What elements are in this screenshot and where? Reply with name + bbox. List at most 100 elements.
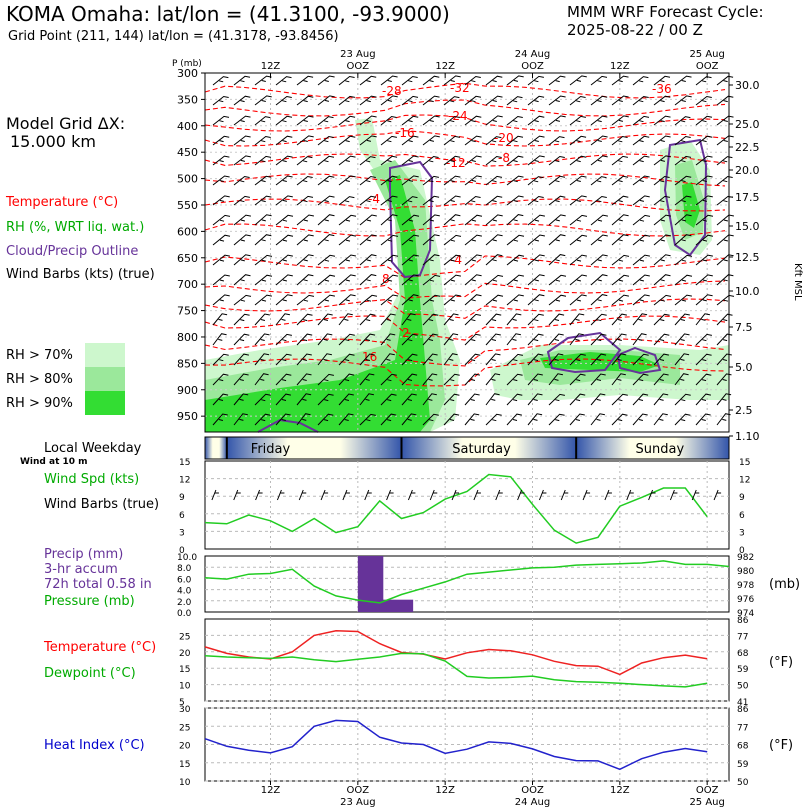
wind-barb <box>653 155 671 166</box>
wind-barb <box>527 214 545 226</box>
surface-wind-barb <box>255 489 263 501</box>
wind-barb <box>674 393 691 406</box>
heat-f-tick: 86 <box>737 705 749 715</box>
wind-barb <box>401 214 420 226</box>
wind-barb <box>632 333 647 346</box>
wind-barb <box>695 195 713 206</box>
surface-wind-barb <box>320 489 329 501</box>
wind-barb <box>590 294 608 306</box>
wind-barb <box>527 115 545 126</box>
wind-right-tick: 0 <box>739 546 745 556</box>
wind-barb <box>296 95 314 106</box>
temp-c-tick: 25 <box>179 632 190 642</box>
wind-barb <box>233 135 251 146</box>
cloud-precip-outline <box>389 160 434 279</box>
precip-tick-label: 2.0 <box>177 598 192 608</box>
wind-barb <box>716 353 732 366</box>
wind-barb <box>275 254 293 266</box>
wind-barb <box>317 413 334 426</box>
wind-barb <box>212 195 230 206</box>
wind-barb <box>569 175 587 186</box>
wind-barb <box>695 175 713 186</box>
bottom-time-label: 12Z <box>261 785 281 796</box>
wind-barb <box>380 95 398 106</box>
wind-barb <box>548 274 567 286</box>
temperature-contour-label: 2 <box>402 326 410 340</box>
wind-barb <box>275 413 291 426</box>
wind-barb <box>632 413 648 426</box>
wind-barb <box>380 294 398 306</box>
wind-barb <box>380 75 398 86</box>
wind-barb <box>506 214 524 226</box>
wind-barb <box>506 195 524 206</box>
heat-c-tick: 30 <box>179 705 191 715</box>
wind-barb <box>212 115 230 126</box>
wind-barb <box>548 195 566 206</box>
wind-barb <box>611 195 629 206</box>
wind-barb <box>443 294 461 306</box>
wind-barb <box>485 274 504 286</box>
legend-rh90-label: RH > 90% <box>6 396 73 411</box>
temperature-contour-label: -20 <box>494 131 514 145</box>
wind-left-tick: 9 <box>179 493 185 503</box>
wind-barb <box>359 373 375 386</box>
wind-barb <box>254 95 272 106</box>
wind-barb <box>611 135 628 146</box>
wind-barb <box>317 195 335 206</box>
wind-barb <box>485 413 502 426</box>
wind-barb <box>527 294 545 306</box>
pressure-tick-label: 300 <box>177 67 198 80</box>
wind-barb <box>380 353 395 366</box>
heat-f-tick: 68 <box>737 742 749 752</box>
wind-barb <box>296 313 313 326</box>
wind-barb <box>548 75 566 86</box>
surface-wind-barb <box>211 489 219 501</box>
wind-barb <box>254 135 271 146</box>
wind-barb <box>422 333 438 346</box>
wind-barb <box>527 393 543 406</box>
wind-barb <box>506 333 521 346</box>
height-tick-label: 10.0 <box>735 285 760 298</box>
wind-barb <box>359 353 375 366</box>
wind-barb <box>632 175 650 186</box>
heat-panel-frame <box>204 707 730 782</box>
temperature-contour <box>204 223 726 237</box>
precip-tick-label: 0.0 <box>177 609 192 619</box>
wind-barb <box>590 413 605 426</box>
wind-barb <box>380 234 399 246</box>
wind-barb <box>422 75 440 86</box>
wind-barb <box>233 393 249 406</box>
temperature-contour <box>204 338 726 367</box>
wind-barb <box>464 214 483 226</box>
wind-barb <box>506 393 523 406</box>
wind-barb <box>464 254 482 266</box>
wind-barb <box>674 95 692 106</box>
wind-barb <box>212 254 230 266</box>
pressure-tick-label: 974 <box>737 609 754 619</box>
wind-barb <box>317 393 334 406</box>
wind-barb <box>338 393 354 406</box>
wind-barb <box>695 214 714 226</box>
wind-barb <box>212 313 228 326</box>
wind-right-tick: 9 <box>739 493 745 503</box>
wind-barb <box>716 333 733 346</box>
height-tick-label: 22.5 <box>735 141 760 154</box>
wind-barb <box>275 115 293 126</box>
wind-barb <box>506 254 525 266</box>
wind-barb <box>653 75 671 86</box>
wind-barb <box>611 95 629 106</box>
dewpoint-line <box>204 652 708 688</box>
legend-rh: RH (%, WRT liq. wat.) <box>6 220 145 235</box>
wind-barb <box>401 393 417 406</box>
wind-barb <box>296 195 314 206</box>
wind-barb <box>548 115 566 126</box>
legend-rh70-swatch <box>85 343 125 367</box>
wind-barb <box>569 214 588 226</box>
bottom-time-label: OOZ <box>521 785 544 796</box>
cloud-precip-outline <box>546 331 622 374</box>
wind-barb <box>275 214 294 226</box>
pressure-tick-label: 600 <box>177 225 198 238</box>
cloud-precip-outline <box>257 418 319 433</box>
wind-barb <box>338 135 356 146</box>
temperature-contour <box>204 82 726 99</box>
